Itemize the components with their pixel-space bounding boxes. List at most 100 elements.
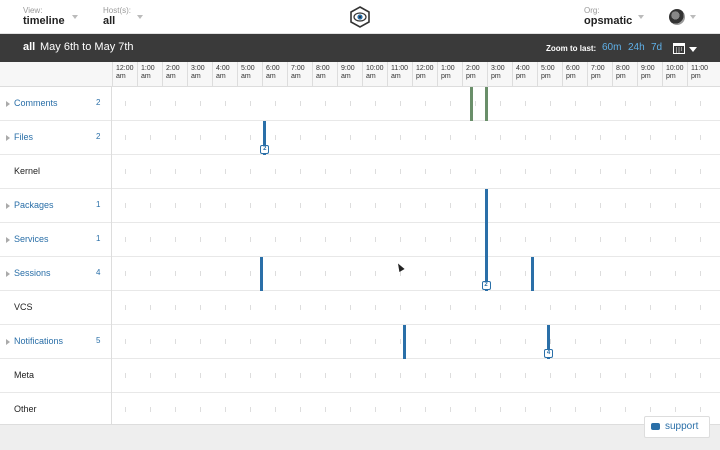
grid-tick: [149, 305, 151, 310]
support-button[interactable]: support: [644, 416, 710, 438]
grid-tick: [274, 339, 276, 344]
event-marker[interactable]: [403, 325, 407, 359]
hour-time: 2:00: [166, 65, 180, 72]
grid-tick: [449, 407, 451, 412]
grid-tick: [249, 203, 251, 208]
zoom-60m-button[interactable]: 60m: [602, 42, 622, 53]
support-label: support: [665, 421, 699, 432]
grid-tick: [124, 203, 126, 208]
hour-time: 7:00: [591, 65, 605, 72]
grid-tick: [424, 339, 426, 344]
event-marker[interactable]: [469, 87, 473, 121]
grid-tick: [224, 203, 226, 208]
grid-tick: [499, 339, 501, 344]
grid-tick: [699, 305, 701, 310]
calendar-chevron-down-icon[interactable]: [689, 47, 697, 52]
row-label[interactable]: Comments: [14, 98, 58, 108]
event-count-badge[interactable]: 2: [481, 281, 491, 290]
timeline-row-comments[interactable]: Comments 2: [0, 87, 720, 121]
hour-divider: [612, 62, 613, 87]
zoom-24h-button[interactable]: 24h: [628, 42, 645, 53]
grid-tick: [674, 237, 676, 242]
grid-tick: [674, 339, 676, 344]
hour-divider: [312, 62, 313, 87]
grid-tick: [174, 169, 176, 174]
hosts-selector[interactable]: Host(s): all: [103, 6, 131, 28]
event-marker[interactable]: [484, 189, 488, 223]
expand-arrow-icon[interactable]: [6, 135, 10, 141]
calendar-icon[interactable]: [673, 42, 685, 54]
grid-tick: [274, 101, 276, 106]
grid-tick: [349, 271, 351, 276]
grid-tick: [399, 237, 401, 242]
grid-tick: [299, 169, 301, 174]
grid-tick: [249, 237, 251, 242]
hour-divider: [662, 62, 663, 87]
expand-arrow-icon[interactable]: [6, 203, 10, 209]
grid-tick: [124, 407, 126, 412]
event-marker[interactable]: [484, 257, 488, 291]
timeline-row-notifications[interactable]: Notifications 5: [0, 325, 720, 359]
grid-tick: [424, 271, 426, 276]
hosts-chevron-down-icon[interactable]: [137, 15, 143, 19]
event-marker[interactable]: [263, 121, 267, 155]
expand-arrow-icon[interactable]: [6, 271, 10, 277]
grid-tick: [174, 203, 176, 208]
event-marker[interactable]: [530, 257, 534, 291]
row-label[interactable]: Notifications: [14, 336, 64, 346]
view-selector[interactable]: View: timeline: [23, 6, 65, 28]
grid-tick: [149, 339, 151, 344]
row-label[interactable]: Sessions: [14, 268, 51, 278]
hour-period: pm: [416, 73, 426, 80]
eye-hexagon-logo-icon[interactable]: [349, 6, 371, 28]
grid-tick: [599, 237, 601, 242]
event-marker[interactable]: [484, 223, 488, 257]
grid-tick: [399, 407, 401, 412]
expand-arrow-icon[interactable]: [6, 237, 10, 243]
grid-tick: [299, 203, 301, 208]
grid-tick: [399, 101, 401, 106]
event-marker[interactable]: [547, 325, 550, 359]
grid-tick: [324, 237, 326, 242]
event-marker[interactable]: [259, 257, 263, 291]
grid-tick: [524, 407, 526, 412]
hour-divider: [637, 62, 638, 87]
expand-arrow-icon[interactable]: [6, 339, 10, 345]
grid-tick: [574, 339, 576, 344]
timeline-row-packages[interactable]: Packages 1: [0, 189, 720, 223]
timeline-grid: 12:00 am 1:00 am 2:00 am 3:00 am 4:00 am 5:00 am 6:0…: [0, 62, 720, 427]
hour-time: 7:00: [291, 65, 305, 72]
hosts-selector-value: all: [103, 15, 116, 27]
grid-tick: [649, 203, 651, 208]
zoom-7d-button[interactable]: 7d: [651, 42, 663, 53]
timeline-row-files[interactable]: Files 2: [0, 121, 720, 155]
hour-divider: [387, 62, 388, 87]
view-chevron-down-icon[interactable]: [72, 15, 78, 19]
grid-tick: [699, 237, 701, 242]
globe-avatar-icon[interactable]: [669, 9, 685, 25]
hour-time: 9:00: [341, 65, 355, 72]
expand-arrow-icon[interactable]: [6, 101, 10, 107]
grid-tick: [424, 305, 426, 310]
row-label[interactable]: Files: [14, 132, 34, 142]
row-count: 2: [96, 132, 101, 141]
timeline-row-services[interactable]: Services 1: [0, 223, 720, 257]
account-chevron-down-icon[interactable]: [690, 15, 696, 19]
grid-tick: [374, 135, 376, 140]
row-label[interactable]: Packages: [14, 200, 54, 210]
grid-tick: [524, 169, 526, 174]
grid-tick: [349, 101, 351, 106]
event-marker[interactable]: [484, 87, 488, 121]
row-labels-divider: [0, 87, 112, 424]
org-chevron-down-icon[interactable]: [638, 15, 644, 19]
timeline-row-sessions[interactable]: Sessions 4: [0, 257, 720, 291]
grid-tick: [249, 271, 251, 276]
event-count-badge[interactable]: 4: [544, 349, 553, 358]
row-label[interactable]: Services: [14, 234, 49, 244]
grid-tick: [624, 373, 626, 378]
org-selector[interactable]: Org: opsmatic: [584, 6, 632, 28]
hour-time: 11:00: [391, 65, 408, 72]
hour-label: 8:00 pm: [616, 65, 630, 81]
grid-tick: [324, 135, 326, 140]
event-count-badge[interactable]: 2: [260, 145, 270, 154]
